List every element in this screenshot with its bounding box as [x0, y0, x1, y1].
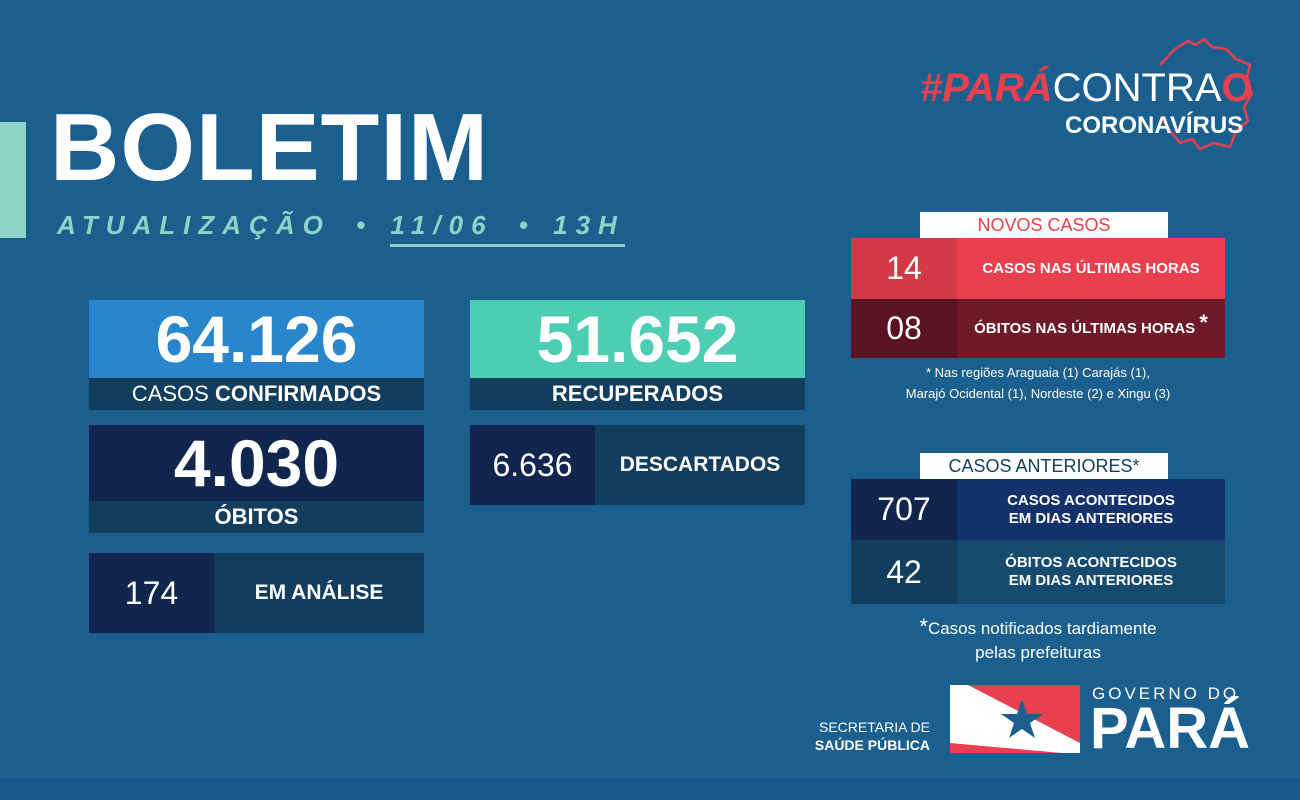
- analysis-card: 174 EM ANÁLISE: [89, 553, 424, 633]
- new-cases-heading: NOVOS CASOS: [920, 212, 1168, 238]
- analysis-value: 174: [89, 553, 214, 633]
- deaths-card: 4.030 ÓBITOS: [89, 425, 424, 533]
- recovered-label: RECUPERADOS: [470, 378, 805, 410]
- para-flag-icon: [950, 685, 1080, 753]
- previous-deaths-row: 42 ÓBITOS ACONTECIDOS EM DIAS ANTERIORES: [851, 540, 1225, 604]
- page-title: BOLETIM: [50, 94, 489, 201]
- previous-cases-panel: 707 CASOS ACONTECIDOS EM DIAS ANTERIORES…: [851, 479, 1225, 604]
- separator: •: [356, 210, 366, 240]
- previous-cases-row: 707 CASOS ACONTECIDOS EM DIAS ANTERIORES: [851, 479, 1225, 540]
- previous-deaths-label: ÓBITOS ACONTECIDOS EM DIAS ANTERIORES: [957, 540, 1225, 604]
- previous-cases-note-text1: Casos notificados tardiamente: [927, 619, 1157, 638]
- recovered-value: 51.652: [470, 300, 805, 378]
- previous-cases-label: CASOS ACONTECIDOS EM DIAS ANTERIORES: [957, 479, 1225, 540]
- update-time: 13H: [553, 210, 625, 240]
- previous-cases-note-line1: *Casos notificados tardiamente: [851, 612, 1225, 642]
- new-cases-note-line1: * Nas regiões Araguaia (1) Carajás (1),: [926, 365, 1150, 380]
- confirmed-label: CASOS CONFIRMADOS: [89, 378, 424, 410]
- previous-cases-mark: *: [1132, 456, 1140, 476]
- government-label: GOVERNO DO: [1092, 684, 1240, 703]
- campaign-logo: #PARÁCONTRAO CORONAVÍRUS: [900, 35, 1260, 155]
- analysis-label: EM ANÁLISE: [214, 553, 424, 633]
- discarded-label: DESCARTADOS: [595, 425, 805, 505]
- new-cases-note-line2: Marajó Ocidental (1), Nordeste (2) e Xin…: [905, 385, 1171, 401]
- secretaria-line1: SECRETARIA DE: [819, 719, 930, 735]
- secretaria: SECRETARIA DE SAÚDE PÚBLICA: [800, 718, 930, 754]
- previous-cases-note-line2: pelas prefeituras: [975, 642, 1101, 662]
- recovered-card: 51.652 RECUPERADOS: [470, 300, 805, 410]
- hashtag-para: #PARÁ: [920, 66, 1053, 110]
- confirmed-card: 64.126 CASOS CONFIRMADOS: [89, 300, 424, 410]
- previous-cases-note-mark: *: [919, 614, 928, 639]
- new-deaths-mark: *: [1199, 310, 1208, 336]
- previous-cases-value: 707: [851, 479, 957, 540]
- hashtag: #PARÁCONTRAO: [920, 68, 1253, 108]
- update-label: ATUALIZAÇÃO: [57, 210, 331, 240]
- confirmed-value: 64.126: [89, 300, 424, 378]
- bottom-strip: [0, 778, 1300, 800]
- deaths-label: ÓBITOS: [89, 501, 424, 533]
- previous-cases-label-line1: CASOS ACONTECIDOS: [1007, 491, 1175, 509]
- update-line: ATUALIZAÇÃO • 11/06 • 13H: [57, 210, 625, 247]
- deaths-value: 4.030: [89, 425, 424, 501]
- new-cases-label: CASOS NAS ÚLTIMAS HORAS: [957, 238, 1225, 299]
- previous-deaths-label-line2: EM DIAS ANTERIORES: [1008, 572, 1174, 589]
- secretaria-line2: SAÚDE PÚBLICA: [814, 737, 930, 754]
- new-cases-note: * Nas regiões Araguaia (1) Carajás (1), …: [851, 363, 1225, 405]
- new-cases-panel: 14 CASOS NAS ÚLTIMAS HORAS 08 ÓBITOS NAS…: [851, 238, 1225, 358]
- previous-cases-label-line2: EM DIAS ANTERIORES: [1008, 509, 1174, 527]
- previous-deaths-value: 42: [851, 540, 957, 604]
- para-map-outline-icon: [1159, 37, 1254, 151]
- hashtag-o: O: [1221, 66, 1253, 110]
- new-deaths-label: ÓBITOS NAS ÚLTIMAS HORAS *: [957, 299, 1225, 358]
- separator: •: [518, 210, 528, 240]
- previous-cases-heading: CASOS ANTERIORES*: [920, 453, 1168, 479]
- new-deaths-value: 08: [851, 299, 957, 358]
- new-cases-row: 14 CASOS NAS ÚLTIMAS HORAS: [851, 238, 1225, 299]
- new-deaths-label-text: ÓBITOS NAS ÚLTIMAS HORAS: [974, 319, 1196, 337]
- previous-cases-heading-text: CASOS ANTERIORES: [948, 456, 1133, 476]
- confirmed-label-bold: CONFIRMADOS: [214, 381, 382, 406]
- hashtag-contra: CONTRA: [1052, 66, 1222, 110]
- discarded-card: 6.636 DESCARTADOS: [470, 425, 805, 505]
- state-name: PARÁ: [1090, 696, 1251, 761]
- previous-deaths-label-line1: ÓBITOS ACONTECIDOS: [1005, 554, 1177, 571]
- previous-cases-note: *Casos notificados tardiamente pelas pre…: [851, 612, 1225, 665]
- update-date-time: 11/06 • 13H: [390, 210, 625, 247]
- discarded-value: 6.636: [470, 425, 595, 505]
- confirmed-label-prefix: CASOS: [131, 381, 209, 406]
- campaign-subtitle: CORONAVÍRUS: [1065, 112, 1244, 139]
- new-deaths-row: 08 ÓBITOS NAS ÚLTIMAS HORAS *: [851, 299, 1225, 358]
- update-date: 11/06: [390, 210, 494, 240]
- new-cases-value: 14: [851, 238, 957, 299]
- accent-bar: [0, 122, 26, 238]
